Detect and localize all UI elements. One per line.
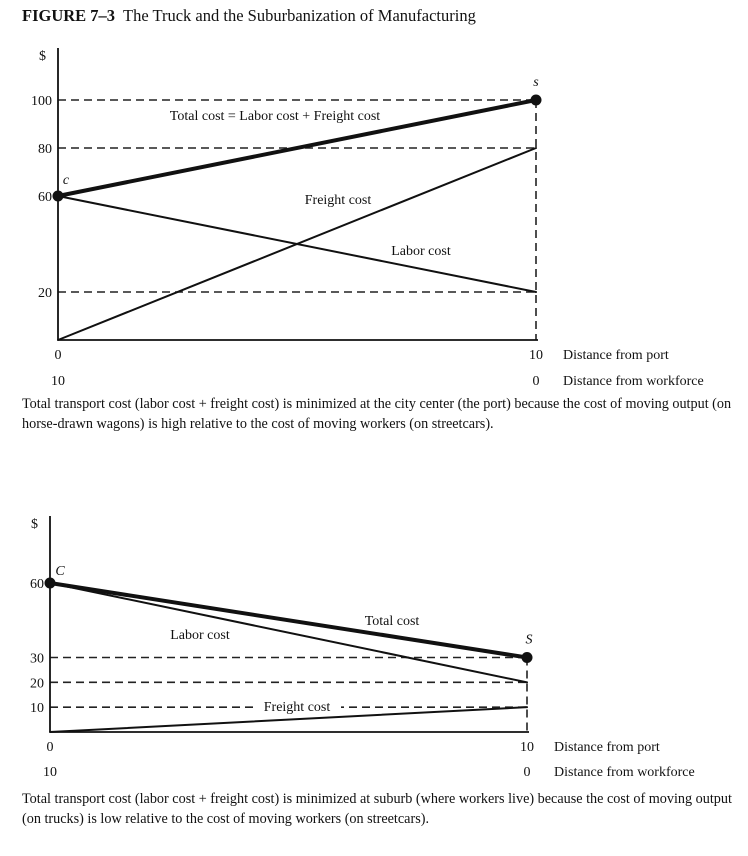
x2-tick-label-end: 0 <box>533 374 540 389</box>
x2-tick-label-start: 10 <box>43 765 57 780</box>
y-tick-label-60: 60 <box>30 577 44 592</box>
series-label-0: Total cost = Labor cost + Freight cost <box>170 109 380 124</box>
point-S <box>521 652 533 663</box>
y-axis-label: $ <box>31 517 38 532</box>
x2-tick-label-end: 0 <box>524 765 531 780</box>
series-line-2 <box>49 706 528 733</box>
point-label-s: s <box>533 75 539 90</box>
y-tick-label-30: 30 <box>30 652 44 667</box>
y-tick-label-80: 80 <box>38 142 52 157</box>
x-tick-label-start: 0 <box>55 348 62 363</box>
series-label-2: Labor cost <box>391 244 451 259</box>
y-tick-label-10: 10 <box>30 701 44 716</box>
figure-title-text: The Truck and the Suburbanization of Man… <box>123 6 476 25</box>
series-label-2: Freight cost <box>264 700 331 715</box>
x-tick-label-end: 10 <box>529 348 543 363</box>
y-tick-label-60: 60 <box>38 190 52 205</box>
point-label-S: S <box>526 633 533 648</box>
x-axis-label-secondary: Distance from workforce <box>563 374 704 389</box>
point-C <box>44 577 56 589</box>
y-tick-label-20: 20 <box>38 286 52 301</box>
point-c <box>52 190 64 202</box>
caption-top: Total transport cost (labor cost + freig… <box>22 396 732 432</box>
series-label-1: Freight cost <box>305 193 372 208</box>
point-label-c: c <box>63 173 70 188</box>
x-axis-label: Distance from port <box>554 740 660 755</box>
x-tick-label-end: 10 <box>520 740 534 755</box>
series-line-0 <box>56 98 538 198</box>
figure-number: FIGURE 7–3 <box>22 6 116 25</box>
series-line-0 <box>48 581 529 660</box>
figure-title: FIGURE 7–3 The Truck and the Suburbaniza… <box>22 6 476 26</box>
point-s <box>530 94 542 106</box>
x-axis-label-secondary: Distance from workforce <box>554 765 695 780</box>
x2-tick-label-start: 10 <box>51 374 65 389</box>
series-label-background <box>253 698 341 714</box>
y-tick-label-100: 100 <box>31 94 52 109</box>
x-axis-label: Distance from port <box>563 348 669 363</box>
y-tick-label-20: 20 <box>30 676 44 691</box>
series-label-1: Labor cost <box>170 628 230 643</box>
series-line-1 <box>49 582 528 684</box>
x-tick-label-start: 0 <box>47 740 54 755</box>
point-label-C: C <box>55 564 65 579</box>
y-axis-label: $ <box>39 49 46 64</box>
series-label-0: Total cost <box>365 614 420 629</box>
caption-bottom: Total transport cost (labor cost + freig… <box>22 791 732 827</box>
series-line-2 <box>57 195 537 293</box>
chart-bottom: $10 20 30 60 Total cost Labor cost Freight cos… <box>30 516 695 780</box>
